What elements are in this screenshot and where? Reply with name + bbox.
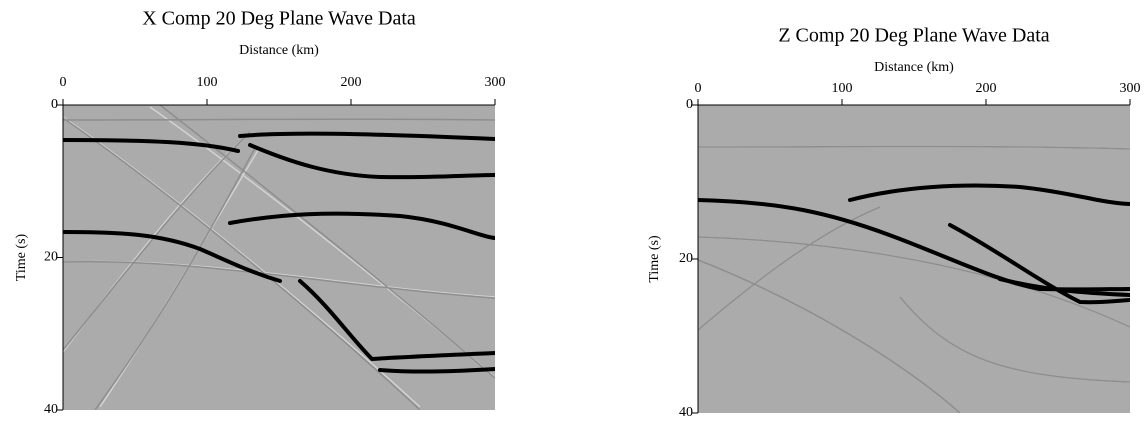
x-tick-label: 0 (60, 75, 67, 90)
chart-title: Z Comp 20 Deg Plane Wave Data (778, 25, 1049, 47)
y-tick-label: 0 (51, 97, 58, 112)
x-tick-label: 200 (976, 81, 997, 96)
y-tick-label: 20 (44, 250, 58, 265)
y-axis-label: Time (s) (647, 235, 662, 283)
y-tick-label: 40 (679, 405, 693, 420)
x-tick-label: 100 (197, 75, 218, 90)
x-tick-label: 300 (485, 75, 506, 90)
wavefield (63, 105, 495, 410)
x-tick-label: 100 (832, 81, 853, 96)
x-tick-label: 200 (341, 75, 362, 90)
x-axis-label: Distance (km) (239, 43, 319, 58)
chart-title: X Comp 20 Deg Plane Wave Data (142, 8, 416, 30)
x-tick-label: 300 (1120, 81, 1141, 96)
x-tick-label: 0 (695, 81, 702, 96)
y-axis-label: Time (s) (14, 234, 29, 282)
y-tick-label: 40 (44, 402, 58, 417)
x-axis-label: Distance (km) (874, 60, 954, 75)
y-tick-label: 0 (686, 97, 693, 112)
y-tick-label: 20 (679, 251, 693, 266)
wavefield (698, 105, 1130, 413)
